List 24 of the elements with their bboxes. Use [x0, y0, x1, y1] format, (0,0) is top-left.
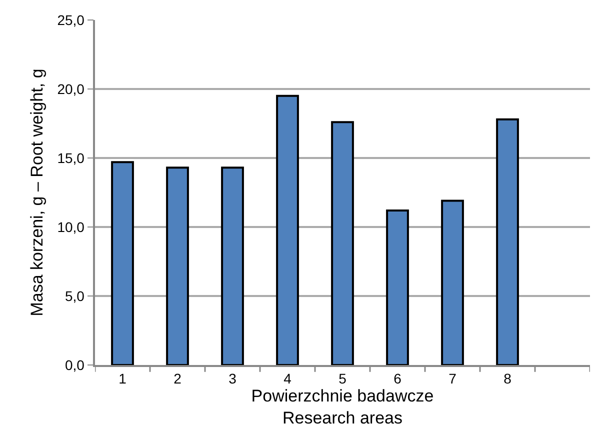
x-tick-label: 3: [228, 370, 237, 387]
y-tick-label: 15,0: [57, 150, 85, 166]
y-tick-label: 5,0: [64, 288, 85, 304]
bar: [111, 161, 134, 365]
bar: [496, 118, 519, 365]
bar: [441, 200, 464, 365]
x-tick-label: 6: [394, 370, 402, 387]
bar: [386, 209, 409, 365]
bar: [331, 121, 354, 365]
y-tick-label: 25,0: [57, 12, 85, 28]
x-axis-title: Powierzchnie badawcze Research areas: [251, 386, 434, 428]
x-tick-label: 5: [338, 370, 347, 387]
y-tick-label: 0,0: [64, 356, 85, 373]
x-tick-label: 2: [174, 370, 182, 387]
y-tick-label: 20,0: [57, 80, 85, 97]
bar: [166, 166, 189, 365]
x-tick-label: 4: [284, 370, 292, 387]
x-tick-label: 8: [504, 370, 512, 387]
y-axis-title: Masa korzeni, g – Root weight, g: [27, 68, 46, 316]
x-tick-label: 1: [118, 370, 127, 387]
x-tick-label: 7: [448, 370, 457, 387]
bar: [221, 166, 244, 365]
y-tick-label: 10,0: [57, 218, 85, 235]
bar: [276, 94, 299, 365]
